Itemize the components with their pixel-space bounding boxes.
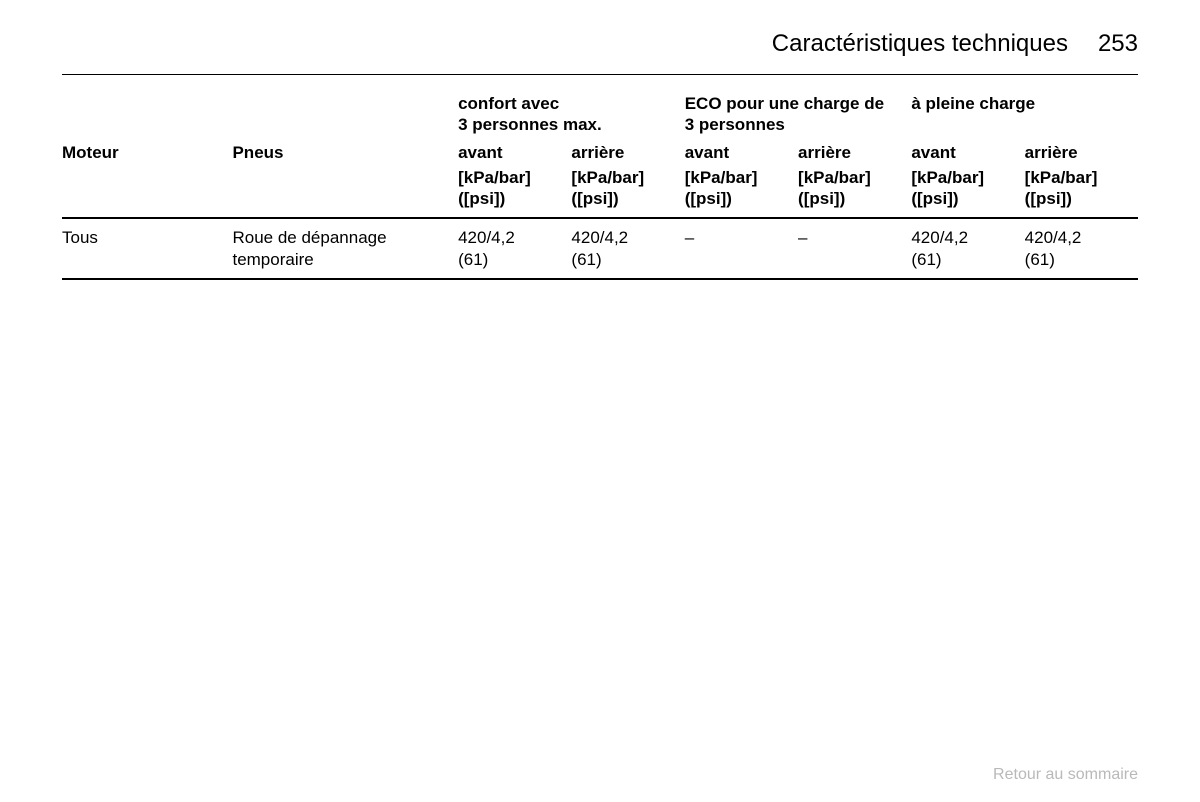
unit-spacer-pneus xyxy=(232,167,458,219)
unit-eco-avant: [kPa/bar]([psi]) xyxy=(685,167,798,219)
table-header: confort avec3 personnes max. ECO pour un… xyxy=(62,93,1138,218)
unit-pleine-avant: [kPa/bar]([psi]) xyxy=(911,167,1024,219)
unit-eco-arriere: [kPa/bar]([psi]) xyxy=(798,167,911,219)
col-eco-avant-header: avant xyxy=(685,142,798,167)
table-group-row: confort avec3 personnes max. ECO pour un… xyxy=(62,93,1138,142)
unit-pleine-arriere: [kPa/bar]([psi]) xyxy=(1025,167,1138,219)
header-rule xyxy=(62,74,1138,75)
cell-pleine-avant: 420/4,2(61) xyxy=(911,218,1024,279)
footer-link[interactable]: Retour au sommaire xyxy=(993,766,1138,784)
table-position-row: Moteur Pneus avant arrière avant arrière… xyxy=(62,142,1138,167)
cell-confort-avant: 420/4,2(61) xyxy=(458,218,571,279)
col-moteur-spacer xyxy=(62,93,232,142)
unit-confort-avant: [kPa/bar]([psi]) xyxy=(458,167,571,219)
group-confort: confort avec3 personnes max. xyxy=(458,93,685,142)
group-pleine: à pleine charge xyxy=(911,93,1138,142)
cell-eco-arriere: – xyxy=(798,218,911,279)
col-pneus-spacer xyxy=(232,93,458,142)
pressure-table: confort avec3 personnes max. ECO pour un… xyxy=(62,93,1138,280)
cell-pleine-arriere: 420/4,2(61) xyxy=(1025,218,1138,279)
cell-moteur: Tous xyxy=(62,218,232,279)
col-confort-avant-header: avant xyxy=(458,142,571,167)
col-moteur-header: Moteur xyxy=(62,142,232,167)
group-eco: ECO pour une charge de3 personnes xyxy=(685,93,912,142)
col-pleine-avant-header: avant xyxy=(911,142,1024,167)
page-number: 253 xyxy=(1098,30,1138,58)
col-pneus-header: Pneus xyxy=(232,142,458,167)
cell-eco-avant: – xyxy=(685,218,798,279)
cell-pneus: Roue de dépannagetemporaire xyxy=(232,218,458,279)
cell-confort-arriere: 420/4,2(61) xyxy=(571,218,684,279)
table-row: Tous Roue de dépannagetemporaire 420/4,2… xyxy=(62,218,1138,279)
unit-confort-arriere: [kPa/bar]([psi]) xyxy=(571,167,684,219)
col-confort-arriere-header: arrière xyxy=(571,142,684,167)
page-header: Caractéristiques techniques 253 xyxy=(62,30,1138,58)
page-title: Caractéristiques techniques xyxy=(772,30,1068,58)
page-container: Caractéristiques techniques 253 confort … xyxy=(0,0,1200,802)
table-body: Tous Roue de dépannagetemporaire 420/4,2… xyxy=(62,218,1138,279)
unit-spacer-moteur xyxy=(62,167,232,219)
col-eco-arriere-header: arrière xyxy=(798,142,911,167)
col-pleine-arriere-header: arrière xyxy=(1025,142,1138,167)
table-unit-row: [kPa/bar]([psi]) [kPa/bar]([psi]) [kPa/b… xyxy=(62,167,1138,219)
